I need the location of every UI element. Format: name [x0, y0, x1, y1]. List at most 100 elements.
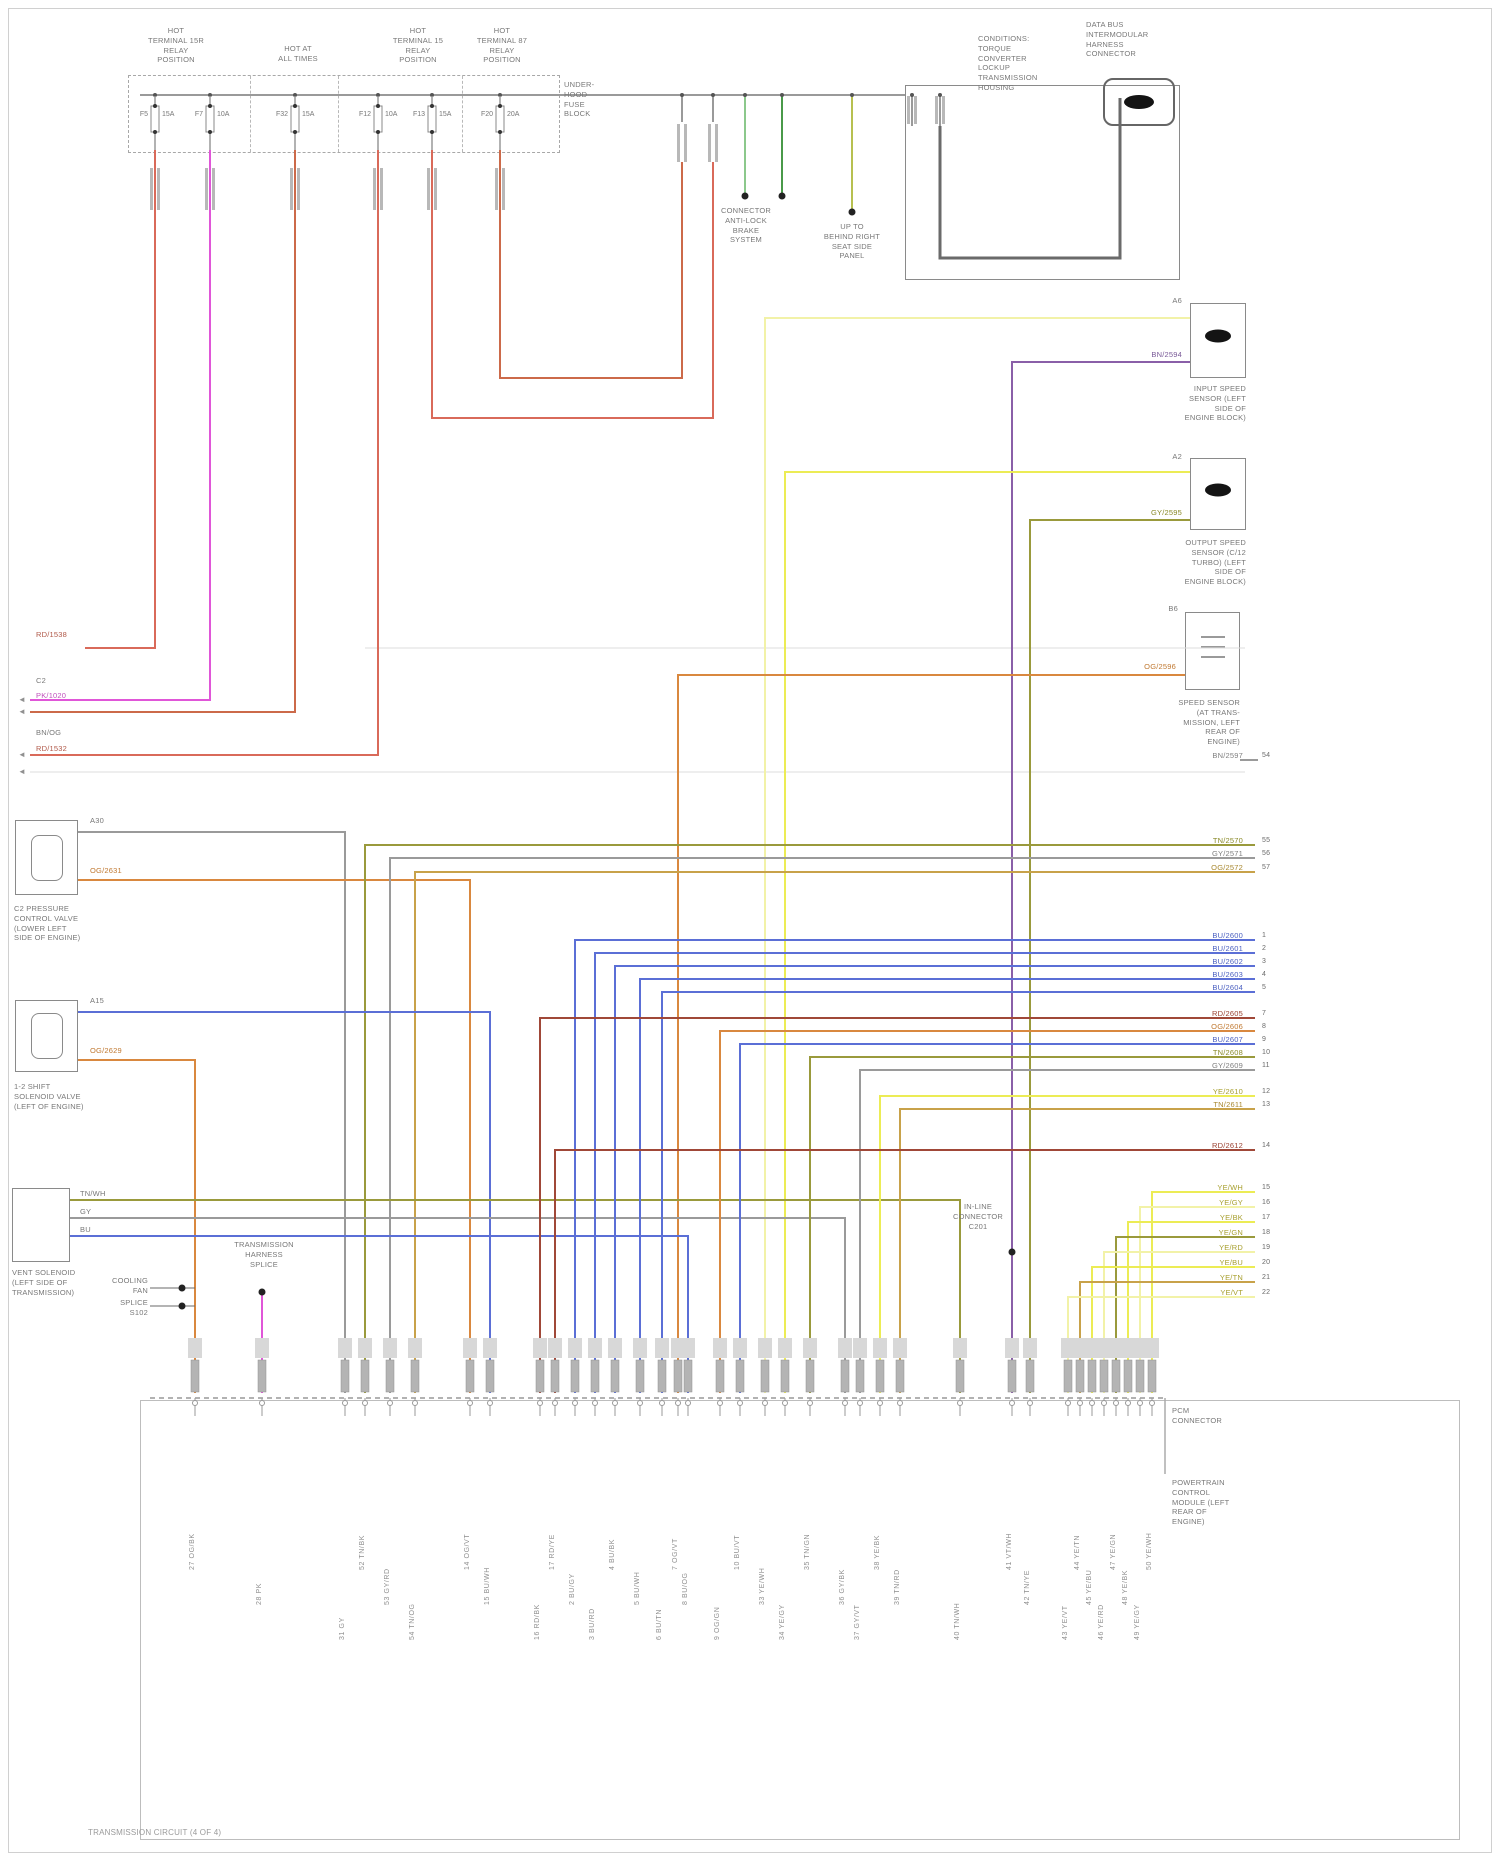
pin-label-13: 4 BU/BK — [609, 1538, 616, 1570]
fuse-block-label-line: UNDER- — [564, 80, 595, 89]
pin-shell — [188, 1338, 202, 1358]
fuse-block-label: UNDER- HOOD FUSE BLOCK — [564, 80, 634, 119]
fuse-amp-label: 10A — [217, 111, 230, 118]
pin-label-10: 17 RD/YE — [549, 1534, 556, 1570]
pin-terminal — [780, 1359, 790, 1393]
pin-terminal — [715, 1359, 725, 1393]
c2-pressure-control-valve — [15, 820, 78, 895]
stub-code-3: GY/2571 — [1211, 849, 1243, 858]
fuse-name-label: F5 — [140, 111, 148, 118]
pin-shell — [255, 1338, 269, 1358]
pin-terminal — [805, 1359, 815, 1393]
sensor1-caption-line: INPUT SPEED — [1193, 384, 1246, 393]
pin-label-18: 9 OG/GN — [714, 1606, 721, 1640]
wire-trio-1 — [364, 844, 1255, 1393]
pcm-caption-line: REAR OF — [1172, 1507, 1207, 1517]
stub-terminal-15: 12 — [1262, 1088, 1271, 1095]
pin-terminal — [955, 1359, 965, 1393]
pin-socket — [572, 1400, 578, 1406]
pin-socket — [612, 1400, 618, 1406]
fuse-amp-label: 20A — [507, 111, 520, 118]
connector-bar — [684, 124, 687, 162]
wire-bund-13 — [554, 1149, 1255, 1393]
stub-code-19: YE/GY — [1219, 1198, 1243, 1207]
pin-socket — [957, 1400, 963, 1406]
connector-bar — [373, 168, 376, 210]
pin-terminal — [590, 1359, 600, 1393]
wire-bund-6 — [539, 1017, 1255, 1393]
fuse-name-label: F7 — [195, 111, 203, 118]
pin-terminal — [190, 1359, 200, 1393]
fuse-amp-label: 15A — [162, 111, 175, 118]
stub-terminal-1: 54 — [1262, 752, 1271, 759]
wire-valveB-1 — [78, 1011, 491, 1393]
valveC-caption: VENT SOLENOID (LEFT SIDE OF TRANSMISSION) — [12, 1268, 142, 1297]
pin-socket — [857, 1400, 863, 1406]
wire-bund-2 — [594, 952, 1255, 1393]
cap-hot-4-line: POSITION — [483, 55, 521, 65]
sensor1-caption-line: SENSOR (LEFT — [1189, 393, 1246, 403]
connector-bar — [907, 96, 910, 124]
sensor2-caption-line: TURBO) (LEFT — [1191, 557, 1246, 567]
output-speed-sensor — [1190, 458, 1246, 530]
fuse-block-label-line: BLOCK — [564, 109, 591, 119]
valveC-caption-line: TRANSMISSION) — [12, 1287, 75, 1297]
wire-valveA-2 — [78, 879, 471, 1393]
sensor2-code-line: GY/2595 — [1150, 508, 1182, 517]
splice-label-2-line: SEAT SIDE — [831, 241, 873, 251]
pcm-caption-line: POWERTRAIN — [1172, 1478, 1225, 1487]
pin-shell — [838, 1338, 852, 1358]
pin-terminal — [735, 1359, 745, 1393]
pin-shell — [1121, 1338, 1135, 1358]
pin-terminal — [875, 1359, 885, 1393]
pin-socket — [877, 1400, 883, 1406]
cap-hot-3: HOT TERMINAL 15 RELAY POSITION — [382, 26, 454, 65]
wire-fuse2-feed — [30, 150, 211, 701]
pin-terminal — [465, 1359, 475, 1393]
pin-shell — [533, 1338, 547, 1358]
splice-label-1-line: BRAKE — [732, 225, 760, 235]
wire-valveB-2 — [78, 1059, 196, 1393]
valveA-pin: A30 — [90, 816, 160, 826]
pin-shell — [358, 1338, 372, 1358]
sensor1-pin: A6 — [1130, 296, 1182, 306]
shift-solenoid-valve — [15, 1000, 78, 1072]
stub-code-8: BU/2603 — [1212, 970, 1243, 979]
wire-valveC-1 — [70, 1199, 961, 1393]
wire-sensor2-signal — [784, 471, 1190, 1393]
bus-junction-13 — [938, 93, 942, 97]
pin-socket — [637, 1400, 643, 1406]
pin-label-26: 39 TN/RD — [894, 1569, 901, 1605]
module-caption-1-line: TORQUE — [978, 43, 1012, 53]
connector-bar — [715, 124, 718, 162]
bus-junction-8 — [711, 93, 715, 97]
wire-bund-11 — [879, 1095, 1255, 1393]
pin-shell — [655, 1338, 669, 1358]
cap-hot-2-line: ALL TIMES — [278, 53, 318, 63]
connector-bar — [380, 168, 383, 210]
pin-socket — [1065, 1400, 1071, 1406]
splice-dot-3 — [848, 208, 856, 216]
wire-trio-3 — [414, 871, 1255, 1393]
cap-hot-3-line: TERMINAL 15 — [392, 35, 444, 45]
pin-shell — [408, 1338, 422, 1358]
splice-dot-2 — [778, 192, 786, 200]
wire-fuse4-feed — [30, 150, 379, 756]
pin-label-3: 31 GY — [339, 1617, 346, 1640]
wire-sensor2-return — [1029, 519, 1190, 1393]
sensor3-caption-line: (AT TRANS- — [1196, 707, 1240, 717]
pin-terminal — [683, 1359, 693, 1393]
pin-socket — [782, 1400, 788, 1406]
pin-terminal — [1111, 1359, 1121, 1393]
stub-terminal-3: 56 — [1262, 850, 1271, 857]
pin-label-23: 36 GY/BK — [839, 1569, 846, 1605]
wire-bund-8 — [739, 1043, 1255, 1393]
stub-code-1: BN/2597 — [1212, 751, 1243, 760]
pin-socket — [192, 1400, 198, 1406]
sensor3-pin-line: B6 — [1168, 604, 1178, 613]
pin-terminal — [1147, 1359, 1157, 1393]
pin-terminal — [1007, 1359, 1017, 1393]
pin-terminal — [485, 1359, 495, 1393]
pin-label-22: 35 TN/GN — [804, 1533, 811, 1570]
arrow-1-line: ◄ — [18, 695, 27, 704]
